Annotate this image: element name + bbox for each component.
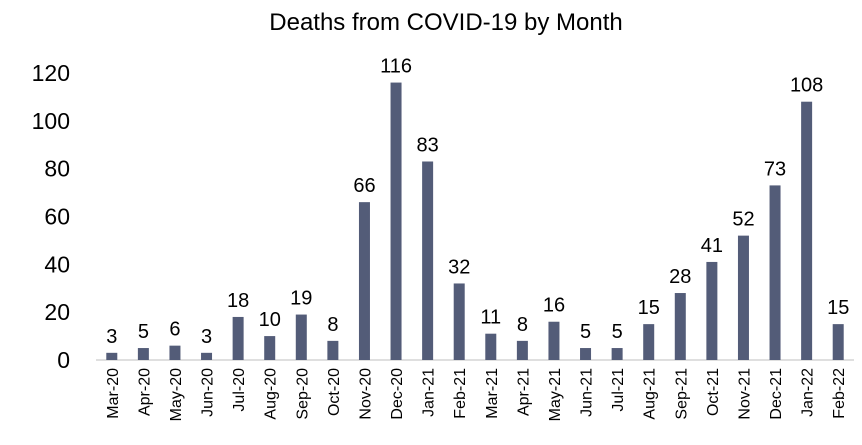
bar xyxy=(801,101,813,360)
bar xyxy=(548,321,560,360)
data-label: 41 xyxy=(701,235,723,257)
x-tick-label: Dec-21 xyxy=(768,368,785,420)
data-label: 28 xyxy=(669,266,691,288)
bar xyxy=(264,336,276,360)
x-tick-label: Mar-20 xyxy=(105,368,122,419)
data-label: 15 xyxy=(638,297,660,319)
x-tick-label: Sep-21 xyxy=(673,368,690,420)
data-label: 10 xyxy=(259,309,281,331)
x-tick-label: Apr-20 xyxy=(136,368,153,416)
bar xyxy=(485,333,497,360)
bar xyxy=(643,324,655,360)
bar xyxy=(516,340,528,360)
bar xyxy=(611,348,623,360)
x-tick-label: Dec-20 xyxy=(389,368,406,420)
data-label: 15 xyxy=(827,297,849,319)
y-tick-label: 120 xyxy=(32,60,70,86)
bar xyxy=(137,348,149,360)
x-tick-label: Apr-21 xyxy=(515,368,532,416)
x-tick-label: Jan-22 xyxy=(800,368,817,417)
data-label: 73 xyxy=(764,158,786,180)
data-label: 3 xyxy=(106,326,117,348)
bar xyxy=(358,202,370,360)
x-tick-label: Feb-22 xyxy=(831,368,848,419)
y-tick-label: 40 xyxy=(44,251,70,277)
data-label: 5 xyxy=(138,321,149,343)
y-tick-label: 0 xyxy=(57,347,70,373)
x-tick-label: Jan-21 xyxy=(421,368,438,417)
data-label: 18 xyxy=(227,290,249,312)
bar xyxy=(390,82,402,361)
x-tick-label: Jun-20 xyxy=(200,368,217,417)
x-tick-label: Sep-20 xyxy=(294,368,311,420)
x-tick-label: Nov-20 xyxy=(357,368,374,420)
bar xyxy=(106,352,118,360)
x-tick-label: Aug-20 xyxy=(263,368,280,420)
data-label: 52 xyxy=(732,209,754,231)
bar xyxy=(737,235,749,360)
bar xyxy=(706,261,718,360)
y-tick-label: 80 xyxy=(44,156,70,182)
bar xyxy=(232,316,244,360)
y-tick-label: 60 xyxy=(44,204,70,230)
data-label: 19 xyxy=(290,288,312,310)
data-label: 116 xyxy=(380,56,412,78)
data-label: 6 xyxy=(169,319,180,341)
data-label: 3 xyxy=(201,326,212,348)
x-tick-label: May-20 xyxy=(168,368,185,421)
data-label: 83 xyxy=(417,134,439,156)
data-label: 5 xyxy=(580,321,591,343)
x-tick-label: Jun-21 xyxy=(579,368,596,417)
data-label: 32 xyxy=(448,256,470,278)
data-label: 16 xyxy=(543,295,565,317)
y-tick-label: 20 xyxy=(44,299,70,325)
bar xyxy=(201,352,213,360)
bar xyxy=(674,293,686,360)
x-tick-label: Oct-20 xyxy=(326,368,343,416)
x-tick-label: Jul-20 xyxy=(231,368,248,412)
bar xyxy=(580,348,592,360)
chart-title: Deaths from COVID-19 by Month xyxy=(269,9,622,36)
bar xyxy=(769,185,781,360)
data-label: 5 xyxy=(612,321,623,343)
bar xyxy=(295,314,307,360)
bar xyxy=(422,161,434,360)
x-tick-label: May-21 xyxy=(547,368,564,421)
x-tick-label: Nov-21 xyxy=(736,368,753,420)
x-tick-label: Jul-21 xyxy=(610,368,627,412)
data-label: 66 xyxy=(353,175,375,197)
bar xyxy=(832,324,844,360)
y-tick-label: 100 xyxy=(32,108,70,134)
bar xyxy=(169,345,181,360)
data-label: 108 xyxy=(790,75,823,97)
x-tick-label: Aug-21 xyxy=(642,368,659,420)
bar xyxy=(327,340,339,360)
data-label: 11 xyxy=(480,307,501,329)
bar xyxy=(453,283,465,360)
data-label: 8 xyxy=(327,314,338,336)
x-tick-label: Oct-21 xyxy=(705,368,722,416)
x-tick-label: Mar-21 xyxy=(484,368,501,419)
data-label: 8 xyxy=(517,314,528,336)
x-tick-label: Feb-21 xyxy=(452,368,469,419)
